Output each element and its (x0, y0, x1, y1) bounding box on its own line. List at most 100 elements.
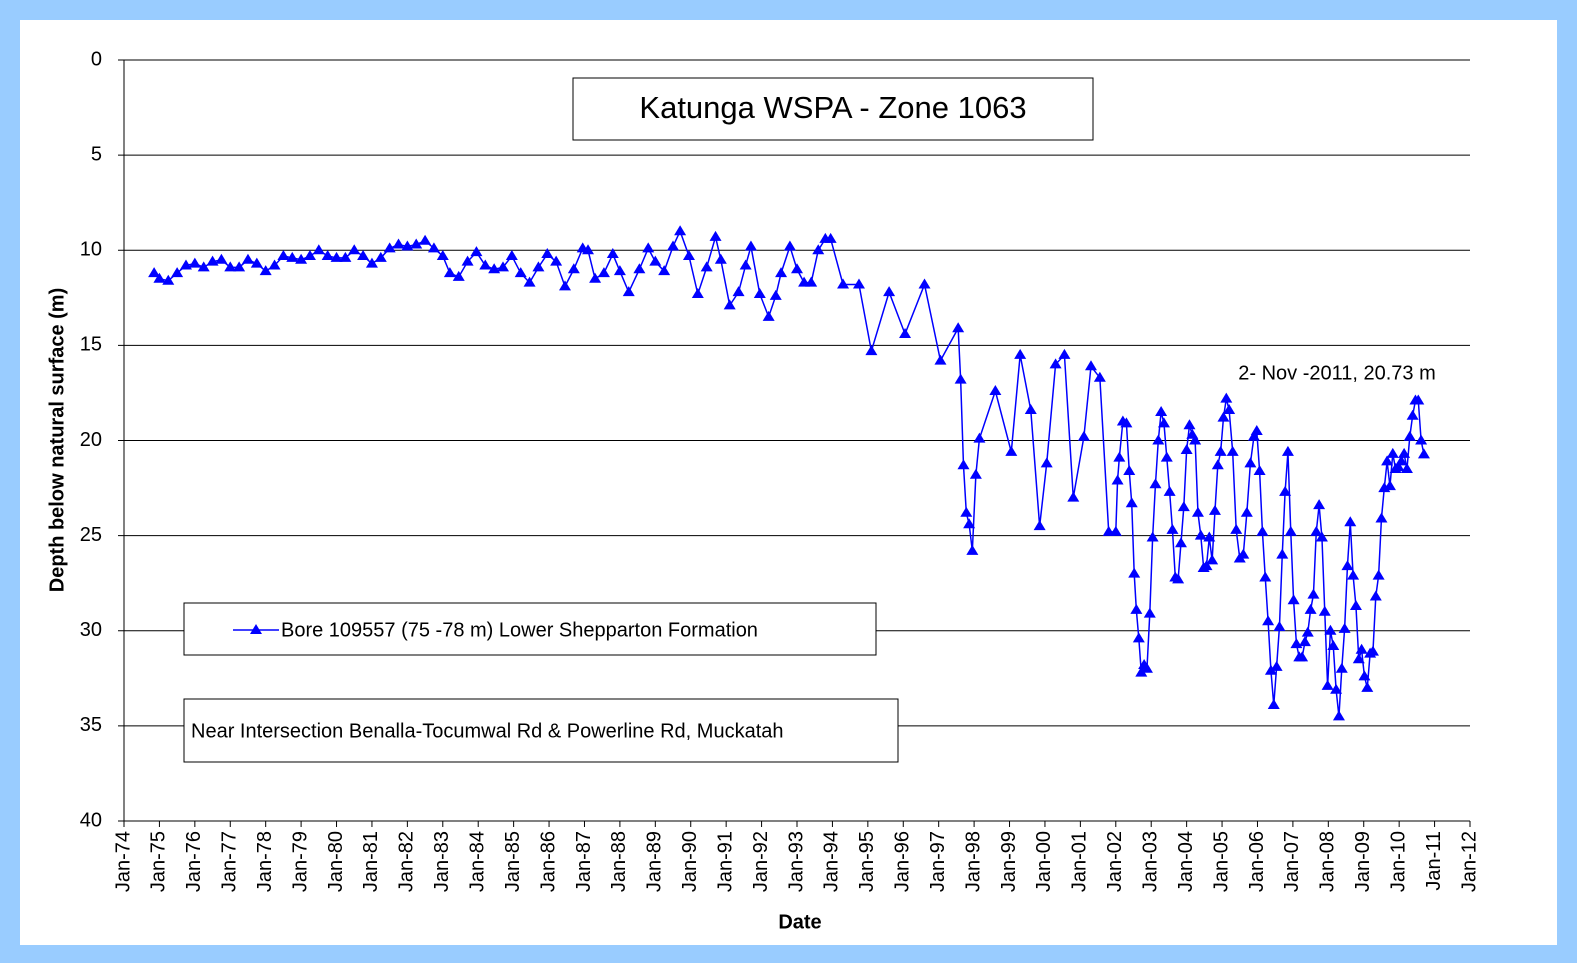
data-point (606, 248, 619, 259)
data-point (1208, 504, 1221, 515)
x-tick-label: Jan-95 (856, 831, 878, 892)
data-point (1014, 348, 1027, 359)
data-point (613, 265, 626, 276)
data-point (1140, 662, 1153, 673)
data-point (1417, 448, 1430, 459)
data-point (1203, 531, 1216, 542)
data-point (1304, 603, 1317, 614)
data-point (1298, 636, 1311, 647)
x-tick-label: Jan-08 (1317, 831, 1339, 892)
y-tick-label: 5 (91, 143, 102, 165)
data-point (1415, 434, 1428, 445)
data-point (312, 244, 325, 255)
x-tick-label: Jan-76 (183, 831, 205, 892)
data-point (330, 251, 343, 262)
data-point (233, 261, 246, 272)
data-point (762, 310, 775, 321)
data-point (148, 267, 161, 278)
x-tick-label: Jan-90 (679, 831, 701, 892)
data-point (1330, 683, 1343, 694)
data-point (1189, 434, 1202, 445)
data-point (162, 274, 175, 285)
data-point (357, 249, 370, 260)
data-point (1273, 620, 1286, 631)
x-tick-label: Jan-12 (1458, 831, 1480, 892)
data-point (1223, 404, 1236, 415)
note-box (183, 698, 899, 763)
x-tick-label: Jan-04 (1175, 831, 1197, 892)
data-point (1214, 445, 1227, 456)
data-point (824, 232, 837, 243)
data-point (365, 257, 378, 268)
data-point (1383, 480, 1396, 491)
grid: 0 5 10 15 20 25 30 35 40 Jan-74 Jan-75 Jan-76 Jan-77… (80, 48, 1481, 892)
data-point (1264, 664, 1277, 675)
data-point (250, 257, 263, 268)
data-point (1240, 506, 1253, 517)
data-point (1318, 605, 1331, 616)
data-point (339, 251, 352, 262)
data-point (1109, 525, 1122, 536)
title-box (572, 77, 1094, 141)
data-point (732, 286, 745, 297)
data-point (1230, 523, 1243, 534)
data-point (865, 345, 878, 356)
data-point (532, 261, 545, 272)
data-point (1123, 464, 1136, 475)
y-tick-label: 35 (80, 714, 102, 736)
x-tick-label: Jan-98 (962, 831, 984, 892)
data-point (1111, 474, 1124, 485)
data-point (224, 261, 237, 272)
data-point (966, 544, 979, 555)
data-point (700, 261, 713, 272)
data-point (419, 234, 432, 245)
data-point (1403, 430, 1416, 441)
data-point (1084, 360, 1097, 371)
data-point (1160, 451, 1173, 462)
data-point (452, 270, 465, 281)
data-point (1375, 512, 1388, 523)
data-point (488, 263, 501, 274)
data-point (723, 299, 736, 310)
data-point (1237, 548, 1250, 559)
x-tick-label: Jan-07 (1281, 831, 1303, 892)
data-point (197, 261, 210, 272)
data-point (709, 230, 722, 241)
data-point (934, 354, 947, 365)
data-point (1250, 424, 1263, 435)
data-point (383, 242, 396, 253)
data-point (883, 286, 896, 297)
data-point (633, 263, 646, 274)
data-point (1270, 660, 1283, 671)
data-point (1395, 455, 1408, 466)
x-tick-label: Jan-94 (821, 831, 843, 892)
note-text: Near Intersection Benalla-Tocumwal Rd & … (191, 720, 784, 742)
data-point (1398, 447, 1411, 458)
data-point (286, 251, 299, 262)
data-point (479, 259, 492, 270)
y-tick-label: 10 (80, 239, 102, 261)
y-tick-label: 30 (80, 619, 102, 641)
x-tick-label: Jan-91 (714, 831, 736, 892)
data-point (436, 249, 449, 260)
data-point (597, 267, 610, 278)
chart-title: Katunga WSPA - Zone 1063 (639, 90, 1026, 125)
data-point (667, 240, 680, 251)
data-point (1335, 662, 1348, 673)
x-tick-label: Jan-03 (1139, 831, 1161, 892)
data-point (918, 278, 931, 289)
data-point (1077, 430, 1090, 441)
chart-background (20, 20, 1557, 945)
x-tick-label: Jan-97 (927, 831, 949, 892)
data-point (642, 242, 655, 253)
data-point (1310, 525, 1323, 536)
y-tick-label: 40 (80, 809, 102, 831)
data-point (1166, 523, 1179, 534)
data-point (348, 244, 361, 255)
data-point (470, 246, 483, 257)
x-tick-label: Jan-99 (998, 831, 1020, 892)
data-point (1324, 624, 1337, 635)
x-tick-label: Jan-88 (608, 831, 630, 892)
data-point (1307, 588, 1320, 599)
